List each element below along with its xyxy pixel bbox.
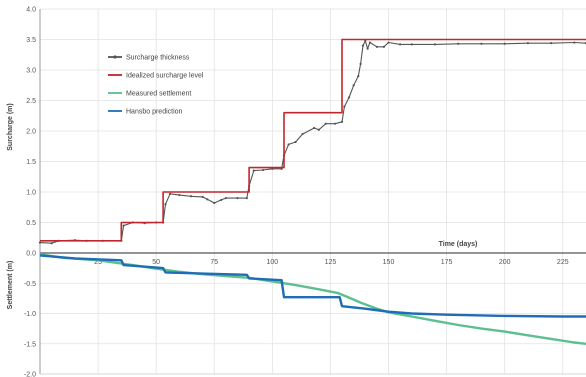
idealized-surcharge-level-legend-label: Idealized surcharge level (126, 73, 204, 80)
surcharge-thickness-point (550, 42, 553, 45)
surcharge-thickness-legend-label: Surcharge thickness (126, 55, 190, 62)
settlement-tick-label: -0.5 (24, 281, 36, 288)
surcharge-thickness-point (252, 169, 255, 172)
surcharge-thickness-point (178, 193, 181, 197)
surcharge-tick-label: 2.5 (26, 98, 36, 105)
surcharge-thickness-point (366, 47, 369, 50)
surcharge-thickness-point (361, 44, 365, 47)
surcharge-tick-label: 3.5 (26, 37, 36, 44)
surcharge-thickness-point (38, 241, 42, 244)
surcharge-thickness-point (220, 198, 223, 202)
surcharge-thickness-point (503, 42, 506, 45)
measured-settlement-line (39, 253, 586, 345)
surcharge-thickness-legend-marker (113, 55, 117, 59)
x-axis-title: Time (days) (439, 241, 478, 248)
surcharge-thickness-point (433, 43, 437, 46)
x-tick-label: 225 (557, 259, 569, 266)
settlement-axis-title: Settlement (m) (7, 261, 14, 310)
surcharge-tick-label: 1.5 (26, 159, 36, 166)
surcharge-tick-label: 1.0 (26, 190, 36, 197)
surcharge-thickness-point (333, 122, 337, 125)
surcharge-tick-label: 2.0 (26, 129, 36, 136)
surcharge-thickness-point (347, 96, 351, 99)
x-tick-label: 150 (383, 259, 395, 266)
surcharge-thickness-line (39, 40, 586, 244)
grid-lines (40, 8, 586, 375)
surcharge-thickness-point (213, 201, 216, 205)
hansbo-prediction-legend-label: Hansbo prediction (126, 109, 183, 116)
surcharge-tick-label: 3.0 (26, 68, 36, 75)
surcharge-thickness-point (343, 105, 346, 108)
surcharge-thickness-point (457, 42, 460, 45)
surcharge-thickness-point (368, 41, 372, 44)
surcharge-thickness-point (357, 75, 360, 78)
surcharge-thickness-point (317, 128, 320, 131)
surcharge-thickness-point (410, 43, 413, 46)
surcharge-thickness-point (480, 42, 483, 45)
settlement-tick-label: -2.0 (24, 372, 36, 377)
surcharge-thickness-point (245, 197, 248, 200)
surcharge-thickness-point (382, 45, 385, 48)
surcharge-tick-label: 4.0 (26, 7, 36, 14)
settlement-tick-label: -1.0 (24, 311, 36, 318)
surcharge-thickness-point (122, 224, 125, 227)
surcharge-thickness-point (169, 192, 172, 195)
surcharge-thickness-point (324, 122, 327, 125)
surcharge-thickness-point (206, 198, 209, 201)
surcharge-thickness-point (573, 41, 576, 44)
x-tick-label: 100 (266, 259, 278, 266)
x-tick-label: 50 (152, 259, 160, 266)
surcharge-thickness-point (387, 41, 390, 44)
surcharge-thickness-point (352, 84, 355, 87)
surcharge-thickness-point (340, 120, 344, 123)
x-tick-label: 125 (325, 259, 337, 266)
surcharge-thickness-point (301, 132, 304, 136)
x-tick-label: 175 (441, 259, 453, 266)
surcharge-thickness-point (164, 203, 167, 206)
settlement-tick-label: -1.5 (24, 341, 36, 348)
x-tick-label: 25 (94, 259, 102, 266)
surcharge-thickness-point (236, 197, 239, 200)
surcharge-thickness-point (399, 43, 402, 46)
surcharge-thickness-point (313, 126, 316, 130)
surcharge-thickness-point (50, 242, 53, 245)
surcharge-tick-label: 0.5 (26, 220, 36, 227)
surcharge-thickness-point (287, 143, 290, 146)
surcharge-thickness-point (201, 195, 204, 198)
surcharge-thickness-point (375, 45, 378, 48)
surcharge-thickness-point (189, 195, 193, 198)
hansbo-prediction-line (39, 254, 586, 318)
x-tick-label: 75 (210, 259, 218, 266)
surcharge-thickness-point (224, 197, 227, 200)
measured-settlement-legend-label: Measured settlement (126, 91, 191, 98)
surcharge-thickness-point (526, 42, 530, 45)
surcharge-thickness-point (261, 168, 265, 172)
series-lines (38, 38, 586, 345)
axes: 0.5 1.0 1.5 2.0 2.5 3.0 3.5 4.0 0.0 -0.5 -1.0 -1.5 -… (24, 7, 586, 377)
legend: Surcharge thickness Idealized surcharge l… (108, 55, 204, 116)
surcharge-axis-title: Surcharge (m) (7, 103, 14, 150)
surcharge-thickness-point (359, 62, 362, 65)
surcharge-thickness-point (294, 140, 297, 144)
x-tick-label: 200 (499, 259, 511, 266)
idealized-surcharge-level-line (40, 38, 586, 242)
settlement-tick-label: 0.0 (26, 251, 36, 258)
